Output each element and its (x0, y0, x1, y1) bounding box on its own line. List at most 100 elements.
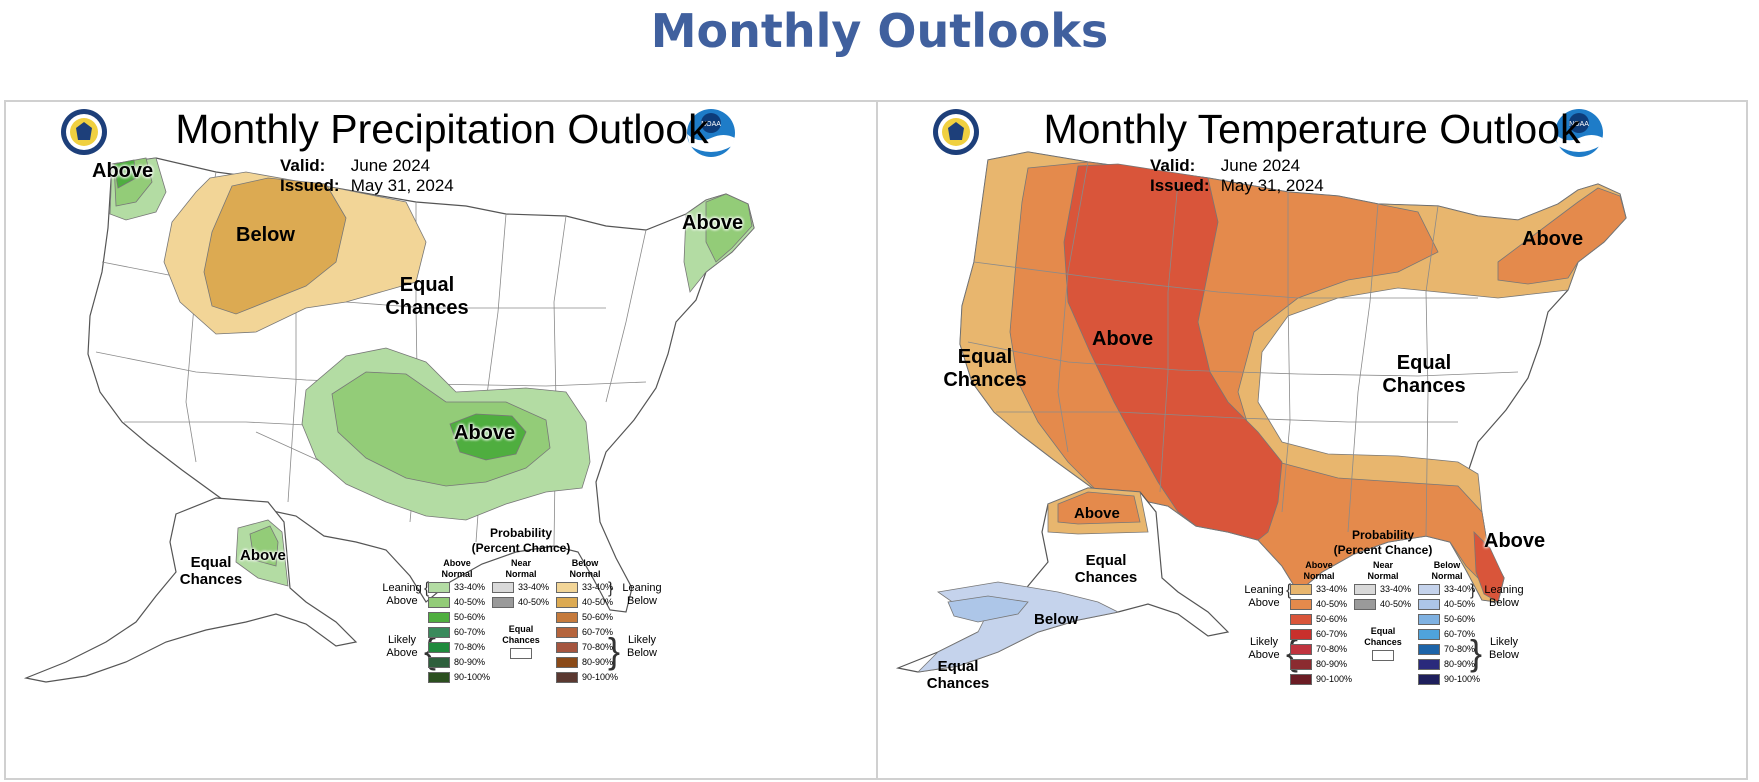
legend-swatch (1290, 659, 1312, 670)
legend-leaning-above-2: Above (386, 595, 418, 607)
legend-above-normal-2: Normal (441, 569, 473, 579)
legend-brace: } (1470, 582, 1476, 599)
legend-swatch (1418, 644, 1440, 655)
legend-near-normal-head: Near Normal (496, 558, 546, 580)
precip-label-ak-above: Above (240, 547, 286, 564)
legend-swatch-label: 40-50% (582, 597, 614, 607)
legend-below-normal-head: Below Normal (560, 558, 610, 580)
temp-label-above-west: Above (1092, 328, 1154, 350)
temp-ak-above-40 (1057, 491, 1141, 525)
legend-equal-chances: Equal Chances (1358, 626, 1408, 648)
svg-text:NOAA: NOAA (701, 121, 721, 128)
temp-meta: Valid: June 2024 Issued: May 31, 2024 (1150, 156, 1324, 196)
legend-title-line-1: Probability (1351, 528, 1414, 542)
noaa-logo: NOAA (687, 109, 735, 157)
precip-below-40 (203, 177, 347, 315)
legend-near-normal-2: Normal (1367, 571, 1399, 581)
legend-leaning-below: Leaning Below (616, 582, 668, 608)
legend-swatch-label: 50-60% (1316, 614, 1348, 624)
precipitation-map (23, 157, 755, 683)
legend-likely-below: Likely Below (616, 634, 668, 660)
legend-swatch-label: 40-50% (1316, 599, 1348, 609)
legend-swatch-label: 50-60% (582, 612, 614, 622)
legend-equal-chances: Equal Chances (496, 624, 546, 646)
temp-label-ak-equal: Equal Chances (1066, 552, 1146, 586)
legend-swatch-label: 40-50% (454, 597, 486, 607)
legend-near-normal-2: Normal (505, 569, 537, 579)
legend-swatch-label: 80-90% (1444, 659, 1476, 669)
legend-swatch (1418, 629, 1440, 640)
legend-leaning-above-1: Leaning (382, 582, 422, 594)
temp-ak-sw-equal-line-2: Chances (926, 675, 990, 692)
legend-title-line-2: (Percent Chance) (1333, 543, 1433, 557)
legend-title: Probability (Percent Chance) (1288, 528, 1478, 558)
precip-legend: Probability (Percent Chance) Above Normal… (376, 526, 666, 712)
temp-equal-w-line-2: Chances (943, 369, 1027, 391)
legend-near-normal-1: Near (510, 558, 531, 568)
legend-swatch (556, 582, 578, 593)
legend-likely-above-1: Likely (387, 634, 417, 646)
precip-label-above-ne: Above (682, 212, 744, 234)
precip-valid-label: Valid: (280, 156, 326, 175)
temp-label-equal-west: Equal Chances (940, 346, 1030, 392)
legend-swatch-label: 70-80% (582, 642, 614, 652)
precip-equal-line-1: Equal (399, 274, 455, 296)
precip-above-sc-50 (449, 413, 527, 461)
legend-leaning-above: Leaning Above (376, 582, 428, 608)
legend-swatch-equal (1372, 650, 1394, 661)
legend-swatch (492, 597, 514, 608)
legend-swatch-label: 33-40% (1316, 584, 1348, 594)
legend-likely-above: Likely Above (376, 634, 428, 660)
precip-equal-line-2: Chances (385, 297, 469, 319)
legend-below-normal-head: Below Normal (1422, 560, 1472, 582)
legend-swatch-label: 90-100% (582, 672, 619, 682)
legend-swatch-label: 33-40% (454, 582, 486, 592)
legend-swatch (1290, 599, 1312, 610)
precip-ak-above-40 (249, 525, 279, 567)
legend-swatch (428, 657, 450, 668)
legend-title: Probability (Percent Chance) (426, 526, 616, 556)
legend-likely-below-1: Likely (1489, 636, 1519, 648)
precip-valid-value: June 2024 (350, 156, 431, 175)
precip-label-above-nw: Above (92, 160, 154, 182)
legend-brace: } (1470, 632, 1483, 673)
temp-above-50 (1063, 163, 1283, 541)
temp-label-equal-east: Equal Chances (1374, 352, 1474, 398)
legend-swatch (1290, 644, 1312, 655)
legend-leaning-above-2: Above (1248, 597, 1280, 609)
temp-label-ak-sw-equal: Equal Chances (918, 658, 998, 692)
legend-swatch-label: 33-40% (1380, 584, 1412, 594)
page-title: Monthly Outlooks (650, 4, 1109, 58)
legend-swatch (428, 597, 450, 608)
legend-swatch-label: 33-40% (518, 582, 550, 592)
legend-swatch (556, 642, 578, 653)
legend-likely-above-2: Above (386, 647, 418, 659)
commerce-seal-logo (933, 109, 979, 155)
legend-equal-1: Equal (508, 624, 534, 634)
legend-swatch (1354, 599, 1376, 610)
legend-swatch (1418, 599, 1440, 610)
legend-swatch-label: 40-50% (1380, 599, 1412, 609)
legend-title-line-2: (Percent Chance) (471, 541, 571, 555)
legend-likely-below-2: Below (627, 647, 657, 659)
legend-swatch-label: 70-80% (454, 642, 486, 652)
precip-label-equal-chances: Equal Chances (382, 274, 472, 320)
temp-valid-value: June 2024 (1220, 156, 1301, 175)
temp-label-ak-below: Below (1034, 611, 1079, 628)
legend-near-normal-head: Near Normal (1358, 560, 1408, 582)
precip-ak-equal-line-1: Equal (190, 554, 232, 571)
legend-brace: { (1286, 582, 1292, 599)
legend-above-normal-1: Above (443, 558, 471, 568)
legend-swatch (1418, 614, 1440, 625)
legend-swatch-label: 50-60% (454, 612, 486, 622)
legend-swatch-label: 60-70% (1316, 629, 1348, 639)
legend-swatch-label: 80-90% (454, 657, 486, 667)
precip-ak-equal-line-2: Chances (179, 571, 243, 588)
legend-likely-below-1: Likely (627, 634, 657, 646)
temp-legend: Probability (Percent Chance) Above Normal… (1238, 528, 1528, 714)
legend-leaning-below: Leaning Below (1478, 584, 1530, 610)
legend-likely-above-1: Likely (1249, 636, 1279, 648)
legend-swatch-label: 70-80% (1444, 644, 1476, 654)
legend-swatch-label: 33-40% (1444, 584, 1476, 594)
noaa-logo: NOAA (1555, 109, 1603, 157)
